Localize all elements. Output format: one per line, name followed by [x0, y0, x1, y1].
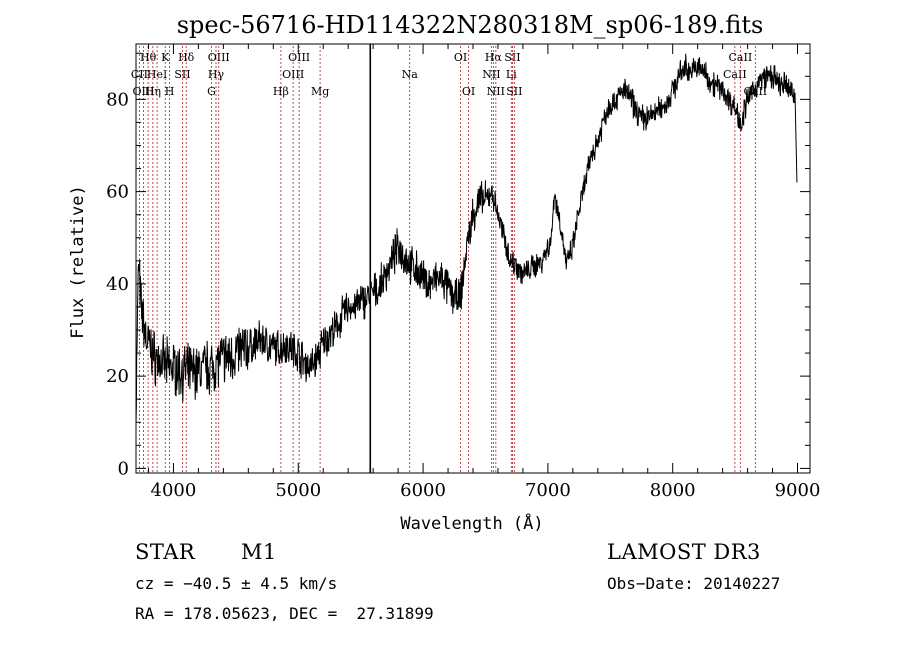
- line-label-24: SII: [506, 85, 522, 98]
- line-label-16: Na: [402, 68, 419, 81]
- y-tick-label-2: 40: [106, 274, 129, 295]
- line-label-10: Hγ: [208, 68, 225, 81]
- line-label-15: Mg: [311, 85, 329, 98]
- y-axis-label: Flux (relative): [68, 185, 88, 339]
- line-label-5: K: [161, 51, 170, 64]
- line-label-17: OI: [454, 51, 467, 64]
- line-label-9: G: [207, 85, 216, 98]
- line-label-0: CII: [131, 68, 148, 81]
- line-label-2: Hθ: [140, 51, 157, 64]
- axes: 4000 5000 6000 7000 8000 9000 0 20 40 60 80: [106, 44, 820, 501]
- line-label-18: OI: [462, 85, 475, 98]
- series-layer: [135, 53, 798, 426]
- chart-title: spec-56716-HD114322N280318M_sp06-189.fit…: [177, 11, 764, 39]
- y-tick-label-3: 60: [106, 182, 129, 203]
- y-tick-label-0: 0: [118, 458, 129, 479]
- line-label-8: Hδ: [178, 51, 195, 64]
- line-label-12: Hβ: [273, 85, 289, 98]
- survey-name: LAMOST DR3: [607, 540, 761, 564]
- x-tick-label-0: 4000: [151, 480, 197, 501]
- redshift-cz: cz = −40.5 ± 4.5 km/s: [135, 574, 338, 593]
- object-class: STAR: [135, 540, 196, 564]
- x-tick-label-1: 5000: [275, 480, 321, 501]
- x-axis-label: Wavelength (Å): [400, 512, 543, 534]
- x-tick-label-2: 6000: [400, 480, 446, 501]
- line-label-26: CaII: [729, 51, 753, 64]
- coordinates: RA = 178.05623, DEC = 27.31899: [135, 604, 434, 623]
- flux-series: [135, 53, 798, 426]
- x-tick-label-3: 7000: [525, 480, 571, 501]
- line-label-25: CaII: [723, 68, 747, 81]
- object-subclass: M1: [241, 540, 277, 564]
- x-tick-label-5: 9000: [775, 480, 821, 501]
- line-label-20: Hα: [485, 51, 503, 64]
- line-label-3: Hη: [145, 85, 161, 98]
- observation-date: Obs−Date: 20140227: [607, 574, 781, 593]
- line-label-22: Li: [506, 68, 517, 81]
- line-label-19: NII: [482, 68, 500, 81]
- line-label-1: OIII: [132, 85, 154, 98]
- line-label-11: OIII: [208, 51, 230, 64]
- x-tick-label-4: 8000: [650, 480, 696, 501]
- line-label-21: NII: [487, 85, 505, 98]
- spectral-lines: CII OIII Hθ Hη HeI K H SII Hδ G Hγ OIII Hβ OIII OIII Mg…: [131, 44, 767, 473]
- y-tick-label-4: 80: [106, 89, 129, 110]
- plot-frame: [135, 43, 811, 474]
- line-label-7: SII: [174, 68, 190, 81]
- y-tick-label-1: 20: [106, 366, 129, 387]
- line-label-23: SII: [504, 51, 520, 64]
- line-label-4: HeI: [147, 68, 167, 81]
- line-label-13: OIII: [282, 68, 304, 81]
- line-label-14: OIII: [288, 51, 310, 64]
- line-label-6: H: [165, 85, 175, 98]
